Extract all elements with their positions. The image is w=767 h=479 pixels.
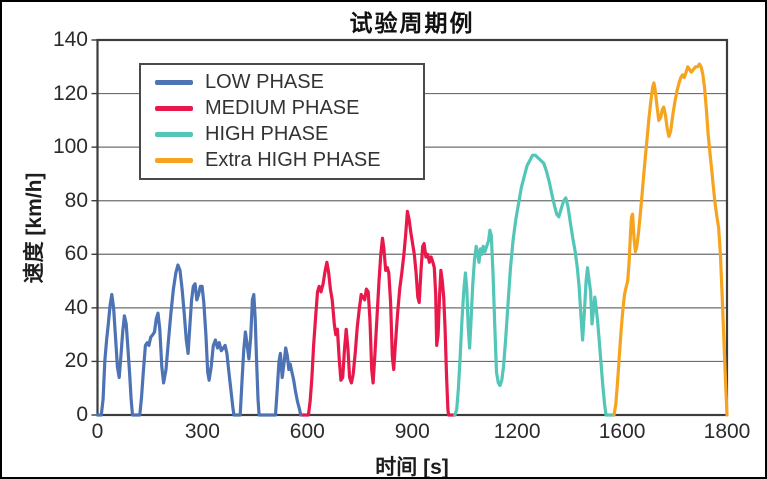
- legend-row: LOW PHASE: [155, 71, 423, 94]
- legend-label: LOW PHASE: [205, 71, 324, 94]
- series-line-extra-high-phase: [612, 62, 729, 417]
- legend-label: Extra HIGH PHASE: [205, 148, 381, 171]
- legend-swatch-icon: [155, 106, 193, 112]
- series-line-high-phase: [453, 153, 616, 417]
- y-tick-label: 80: [64, 188, 88, 212]
- legend-swatch-icon: [155, 131, 193, 137]
- legend-label: HIGH PHASE: [205, 122, 329, 145]
- x-tick-label: 1200: [493, 420, 541, 443]
- legend: LOW PHASE MEDIUM PHASE HIGH PHASE Extra HIG…: [139, 63, 425, 180]
- x-tick-label: 900: [394, 420, 430, 443]
- y-tick-label: 20: [64, 349, 88, 373]
- legend-row: MEDIUM PHASE: [155, 97, 423, 120]
- legend-row: HIGH PHASE: [155, 123, 423, 146]
- legend-row: Extra HIGH PHASE: [155, 149, 423, 172]
- x-axis-title: 时间 [s]: [375, 456, 449, 479]
- y-tick-label: 120: [52, 81, 88, 105]
- y-axis-title: 速度 [km/h]: [23, 172, 46, 284]
- series-line-medium-phase: [301, 209, 457, 417]
- y-tick-label: 140: [52, 28, 88, 51]
- x-tick-label: 1800: [703, 420, 751, 443]
- y-tick-label: 100: [52, 135, 88, 159]
- series-line-low-phase: [95, 263, 306, 417]
- legend-label: MEDIUM PHASE: [205, 97, 360, 120]
- legend-swatch-icon: [155, 80, 193, 86]
- y-tick-label: 60: [64, 242, 88, 266]
- y-tick-label: 0: [76, 403, 88, 426]
- x-tick-label: 1600: [598, 420, 646, 443]
- y-tick-label: 40: [64, 295, 88, 319]
- chart-title: 试验周期例: [349, 10, 475, 36]
- x-tick-label: 600: [289, 420, 325, 443]
- legend-swatch-icon: [155, 157, 193, 163]
- x-tick-label: 300: [184, 420, 220, 443]
- x-tick-label: 0: [91, 420, 104, 443]
- plot-frame: [96, 38, 729, 417]
